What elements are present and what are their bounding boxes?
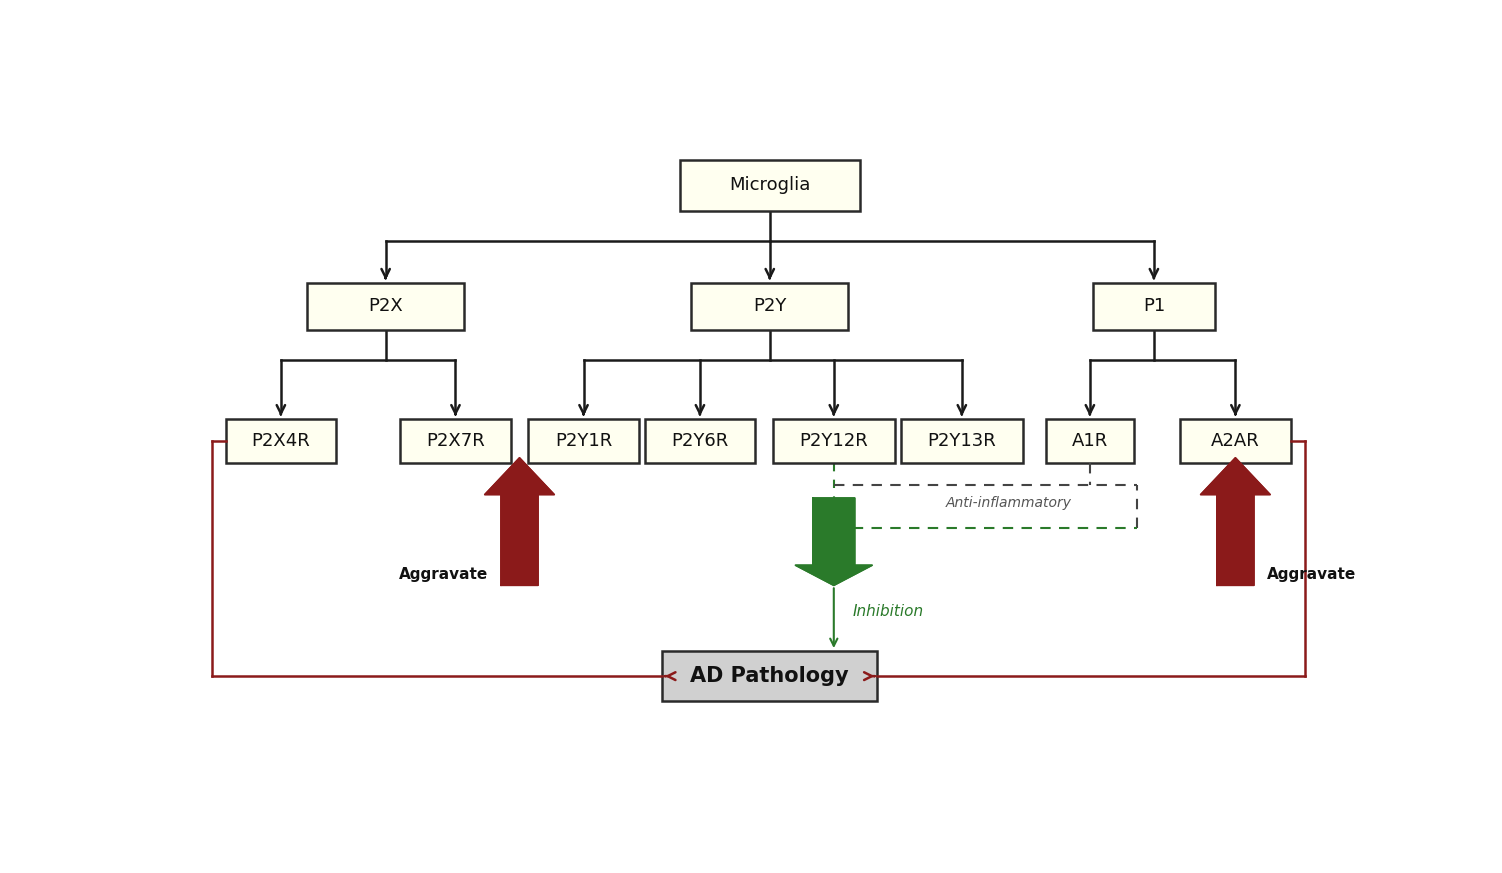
Polygon shape bbox=[485, 457, 554, 586]
Polygon shape bbox=[796, 498, 873, 586]
Text: P2X: P2X bbox=[368, 298, 403, 315]
Text: AD Pathology: AD Pathology bbox=[691, 666, 849, 686]
FancyBboxPatch shape bbox=[1047, 419, 1134, 463]
Text: Microglia: Microglia bbox=[728, 176, 811, 195]
FancyBboxPatch shape bbox=[1181, 419, 1290, 463]
Text: A2AR: A2AR bbox=[1211, 432, 1260, 450]
Text: Aggravate: Aggravate bbox=[400, 567, 488, 582]
Text: P1: P1 bbox=[1143, 298, 1166, 315]
Text: Aggravate: Aggravate bbox=[1266, 567, 1356, 582]
FancyBboxPatch shape bbox=[772, 419, 895, 463]
FancyBboxPatch shape bbox=[691, 283, 849, 330]
Text: P2Y12R: P2Y12R bbox=[799, 432, 868, 450]
FancyBboxPatch shape bbox=[679, 161, 861, 210]
FancyBboxPatch shape bbox=[1093, 283, 1215, 330]
Text: P2X7R: P2X7R bbox=[427, 432, 485, 450]
Polygon shape bbox=[1200, 457, 1271, 586]
Text: P2Y6R: P2Y6R bbox=[671, 432, 728, 450]
Text: Inhibition: Inhibition bbox=[853, 604, 924, 619]
Text: P2Y1R: P2Y1R bbox=[554, 432, 613, 450]
FancyBboxPatch shape bbox=[662, 651, 877, 701]
FancyBboxPatch shape bbox=[306, 283, 464, 330]
FancyBboxPatch shape bbox=[400, 419, 511, 463]
Text: P2X4R: P2X4R bbox=[251, 432, 311, 450]
FancyBboxPatch shape bbox=[644, 419, 756, 463]
FancyBboxPatch shape bbox=[225, 419, 336, 463]
Text: P2Y: P2Y bbox=[753, 298, 787, 315]
Text: Anti-inflammatory: Anti-inflammatory bbox=[946, 497, 1072, 511]
Text: P2Y13R: P2Y13R bbox=[927, 432, 996, 450]
FancyBboxPatch shape bbox=[901, 419, 1023, 463]
Text: A1R: A1R bbox=[1072, 432, 1108, 450]
FancyBboxPatch shape bbox=[529, 419, 638, 463]
